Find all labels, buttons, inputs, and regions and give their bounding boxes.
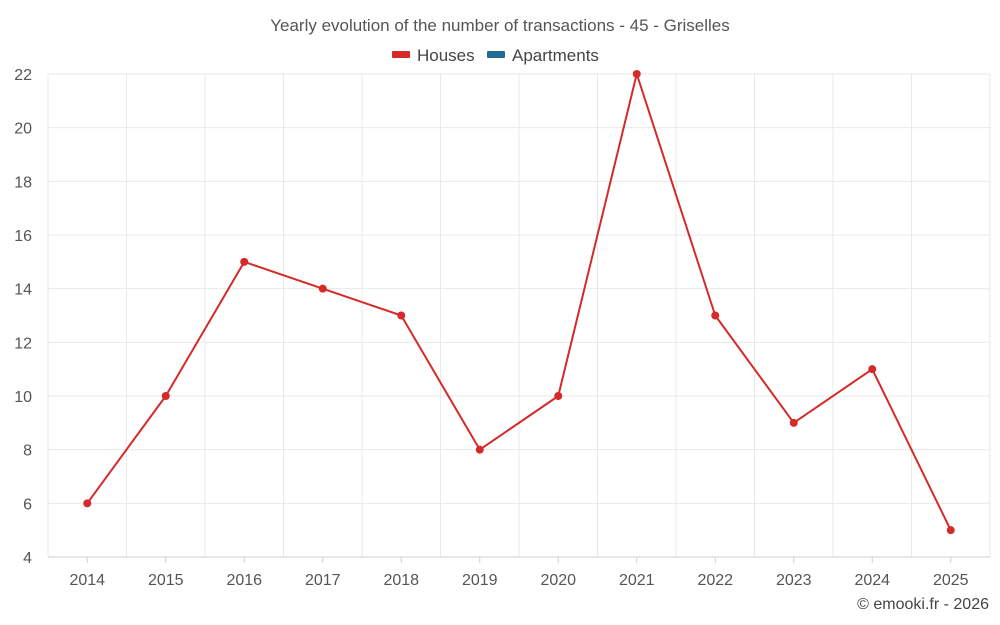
y-tick-label: 20	[14, 121, 32, 138]
data-point-houses[interactable]	[868, 365, 877, 374]
x-axis: 2014 2015 2016 2017 2018 2019 2020 2021 2022 2023…	[48, 556, 990, 589]
data-point-houses[interactable]	[554, 392, 563, 400]
y-tick-label: 16	[14, 228, 32, 245]
x-tick-label: 2024	[854, 572, 890, 589]
data-point-houses[interactable]	[397, 311, 406, 320]
x-tick-label: 2020	[540, 572, 576, 589]
data-point-houses[interactable]	[946, 526, 955, 535]
y-tick-label: 6	[23, 496, 32, 513]
x-tick-label: 2023	[776, 572, 812, 589]
y-axis: 4 6 8 10 12 14 16 18 20 22	[14, 67, 32, 567]
data-point-houses[interactable]	[161, 392, 170, 400]
x-tick-label: 2017	[305, 572, 341, 589]
y-tick-label: 10	[14, 389, 32, 406]
legend-swatch-houses[interactable]	[392, 51, 410, 58]
data-point-houses[interactable]	[83, 499, 92, 508]
y-tick-label: 14	[14, 282, 32, 299]
series-layer	[83, 70, 955, 535]
data-point-houses[interactable]	[475, 445, 484, 454]
x-tick-label: 2021	[619, 572, 655, 589]
data-point-houses[interactable]	[318, 284, 327, 293]
legend: Houses Apartments	[392, 46, 599, 65]
x-tick-label: 2018	[383, 572, 419, 589]
y-tick-label: 18	[14, 174, 32, 191]
credit-text: © emooki.fr - 2026	[857, 596, 989, 613]
legend-label-apartments[interactable]: Apartments	[512, 46, 599, 65]
legend-label-houses[interactable]: Houses	[417, 46, 475, 65]
y-tick-label: 4	[23, 550, 32, 567]
chart-title: Yearly evolution of the number of transa…	[270, 16, 730, 35]
y-tick-label: 22	[14, 67, 32, 84]
x-tick-label: 2025	[933, 572, 969, 589]
x-tick-label: 2022	[697, 572, 733, 589]
x-tick-label: 2015	[148, 572, 184, 589]
y-tick-label: 8	[23, 443, 32, 460]
data-point-houses[interactable]	[711, 311, 720, 320]
x-tick-label: 2014	[69, 572, 105, 589]
x-tick-label: 2016	[226, 572, 262, 589]
data-point-houses[interactable]	[632, 70, 641, 78]
series-line-houses	[86, 73, 952, 531]
y-tick-label: 12	[14, 335, 32, 352]
x-tick-label: 2019	[462, 572, 498, 589]
data-point-houses[interactable]	[240, 257, 249, 266]
legend-swatch-apartments[interactable]	[487, 51, 505, 58]
grid	[47, 73, 991, 557]
data-point-houses[interactable]	[789, 418, 798, 427]
